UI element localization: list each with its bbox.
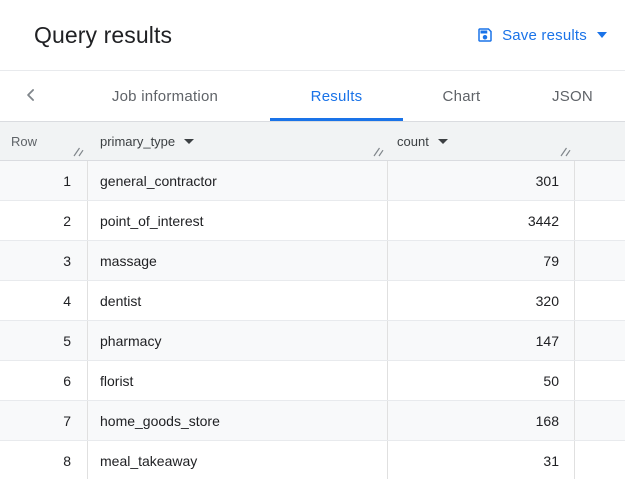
tab-label: JSON	[551, 87, 593, 105]
table-row: 5 pharmacy 147	[0, 321, 625, 361]
tab-label: Job information	[111, 87, 219, 105]
column-label: primary_type	[100, 133, 176, 149]
row-number-cell: 3	[0, 241, 88, 280]
table-row: 2 point_of_interest 3442	[0, 201, 625, 241]
empty-cell	[575, 361, 625, 400]
row-number-cell: 4	[0, 281, 88, 320]
column-label: count	[397, 133, 429, 149]
save-results-label: Save results	[502, 26, 587, 44]
primary-type-cell: florist	[88, 361, 388, 400]
resize-handle-icon[interactable]	[371, 144, 385, 158]
primary-type-cell: massage	[88, 241, 388, 280]
column-dropdown-caret-icon[interactable]	[184, 138, 195, 144]
primary-type-cell: point_of_interest	[88, 201, 388, 240]
count-cell: 50	[388, 361, 575, 400]
count-cell: 168	[388, 401, 575, 440]
row-number-cell: 6	[0, 361, 88, 400]
primary-type-cell: dentist	[88, 281, 388, 320]
row-number-cell: 5	[0, 321, 88, 360]
row-number-cell: 8	[0, 441, 88, 479]
results-table: Row primary_type count 1 general_contrac…	[0, 122, 625, 479]
query-results-header: Query results Save results	[0, 0, 625, 71]
dropdown-caret-icon	[597, 32, 607, 38]
resize-handle-icon[interactable]	[558, 144, 572, 158]
empty-cell	[575, 281, 625, 320]
primary-type-cell: general_contractor	[88, 161, 388, 200]
results-tab-bar: Job information Results Chart JSON	[0, 71, 625, 122]
empty-cell	[575, 161, 625, 200]
primary-type-cell: home_goods_store	[88, 401, 388, 440]
column-header-empty	[575, 122, 625, 160]
row-number-cell: 1	[0, 161, 88, 200]
empty-cell	[575, 241, 625, 280]
tab-label: Chart	[442, 87, 481, 105]
tab-label: Results	[310, 87, 363, 105]
empty-cell	[575, 401, 625, 440]
table-row: 8 meal_takeaway 31	[0, 441, 625, 479]
save-icon	[476, 26, 494, 44]
table-row: 6 florist 50	[0, 361, 625, 401]
tab-json[interactable]: JSON	[520, 71, 625, 121]
table-row: 3 massage 79	[0, 241, 625, 281]
primary-type-cell: pharmacy	[88, 321, 388, 360]
tabs-back-button[interactable]	[0, 71, 60, 121]
count-cell: 320	[388, 281, 575, 320]
resize-handle-icon[interactable]	[71, 144, 85, 158]
page-title: Query results	[34, 21, 173, 48]
count-cell: 31	[388, 441, 575, 479]
column-header-primary-type[interactable]: primary_type	[88, 122, 388, 160]
table-header-row: Row primary_type count	[0, 122, 625, 161]
empty-cell	[575, 201, 625, 240]
column-header-count[interactable]: count	[388, 122, 575, 160]
column-header-row: Row	[0, 122, 88, 160]
column-dropdown-caret-icon[interactable]	[437, 138, 448, 144]
count-cell: 147	[388, 321, 575, 360]
count-cell: 79	[388, 241, 575, 280]
empty-cell	[575, 321, 625, 360]
row-number-cell: 2	[0, 201, 88, 240]
save-results-button[interactable]: Save results	[472, 20, 611, 50]
empty-cell	[575, 441, 625, 479]
tab-results[interactable]: Results	[270, 71, 403, 121]
column-label: Row	[11, 133, 38, 149]
table-row: 7 home_goods_store 168	[0, 401, 625, 441]
table-row: 1 general_contractor 301	[0, 161, 625, 201]
tab-chart[interactable]: Chart	[403, 71, 520, 121]
primary-type-cell: meal_takeaway	[88, 441, 388, 479]
table-row: 4 dentist 320	[0, 281, 625, 321]
row-number-cell: 7	[0, 401, 88, 440]
count-cell: 3442	[388, 201, 575, 240]
chevron-left-icon	[21, 85, 41, 108]
tab-job-information[interactable]: Job information	[60, 71, 270, 121]
count-cell: 301	[388, 161, 575, 200]
